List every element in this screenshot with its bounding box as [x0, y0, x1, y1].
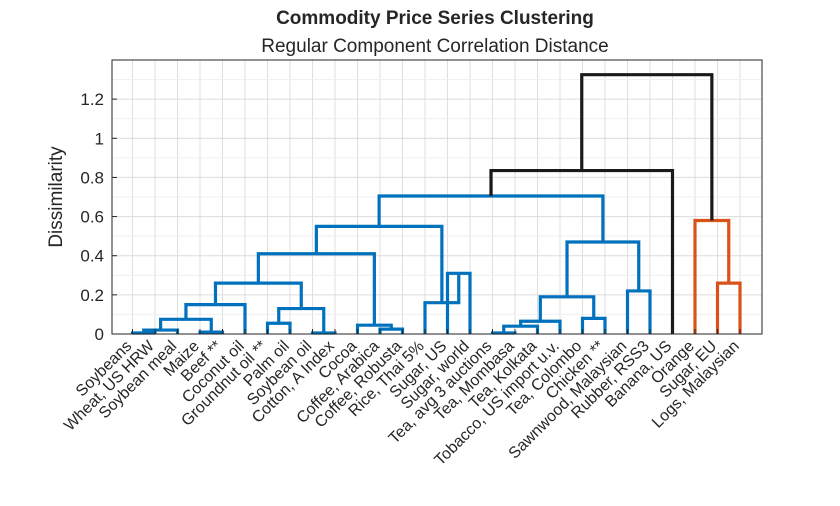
- y-tick-label: 0: [95, 325, 104, 344]
- y-tick-label: 1.2: [80, 90, 104, 109]
- dendrogram-link: [580, 316, 607, 334]
- y-tick-label: 1: [95, 129, 104, 148]
- y-tick-label: 0.6: [80, 208, 104, 227]
- dendrogram-link: [693, 218, 731, 334]
- y-tick-label: 0.4: [80, 247, 104, 266]
- dendrogram-link: [423, 273, 461, 334]
- plot-frame: [111, 59, 763, 335]
- dendrogram-link: [489, 168, 675, 334]
- dendrogram-link: [715, 281, 742, 334]
- dendrogram-link: [184, 303, 247, 334]
- dendrogram-link: [519, 319, 562, 334]
- dendrogram-link: [625, 289, 652, 334]
- dendrogram-link: [580, 73, 714, 221]
- y-tick-label: 0.2: [80, 286, 104, 305]
- chart-subtitle: Regular Component Correlation Distance: [261, 36, 608, 57]
- y-axis-label: Dissimilarity: [46, 146, 67, 248]
- dendrogram-link: [277, 306, 326, 334]
- dendrogram-link: [265, 321, 292, 334]
- y-tick-label: 0.8: [80, 168, 104, 187]
- y-axis-ticks: 0 0.2 0.4 0.6 0.8 1 1.2: [80, 90, 117, 344]
- dendrogram-link: [377, 194, 605, 243]
- dendrogram-link: [378, 327, 405, 334]
- chart-title: Commodity Price Series Clustering: [276, 8, 594, 29]
